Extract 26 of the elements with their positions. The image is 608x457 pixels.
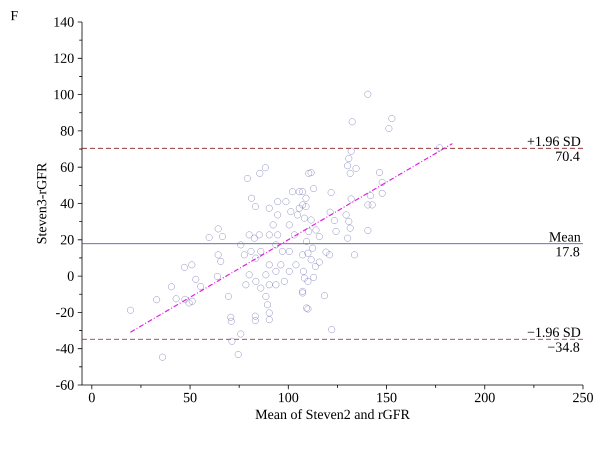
- y-tick-label: 0: [68, 271, 74, 281]
- y-tick-label: -40: [56, 344, 74, 354]
- x-tick-label: 250: [573, 392, 593, 402]
- y-tick-label: 120: [54, 54, 74, 64]
- ref-line-label: −1.96 SD: [528, 328, 580, 338]
- x-tick-label: 0: [88, 392, 95, 402]
- y-tick-label: 60: [60, 162, 74, 172]
- annotation: −34.8: [548, 342, 580, 352]
- annotation: 17.8: [556, 246, 580, 256]
- y-tick-label: 40: [60, 198, 74, 208]
- ref-line-label: +1.96 SD: [528, 136, 580, 146]
- y-tick-label: -60: [56, 380, 74, 390]
- y-tick-label: 20: [60, 235, 74, 245]
- y-tick-label: -20: [56, 308, 74, 318]
- x-tick-label: 150: [377, 392, 396, 402]
- y-tick-label: 100: [54, 90, 74, 100]
- x-tick-label: 100: [279, 392, 298, 402]
- y-tick-label: 80: [60, 126, 74, 136]
- ref-line-label: Mean: [549, 232, 581, 242]
- y-axis-title: Steven3-rGFR: [36, 162, 46, 244]
- x-tick-label: 50: [184, 392, 197, 402]
- chart-title: F: [10, 11, 18, 20]
- x-tick-label: 200: [474, 392, 495, 402]
- x-axis-title: Mean of Steven2 and rGFR: [256, 409, 410, 420]
- y-tick-label: 140: [54, 17, 74, 27]
- annotation: 70.4: [556, 152, 580, 162]
